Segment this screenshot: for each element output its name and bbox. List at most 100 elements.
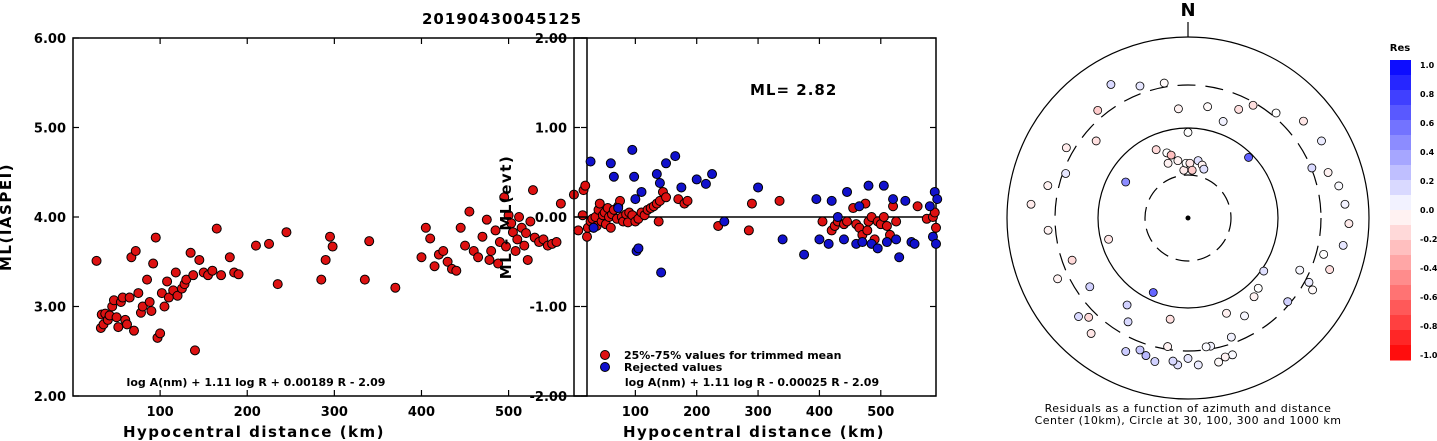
polar-data-point [1141, 351, 1151, 360]
middle-rejected-point [863, 180, 874, 191]
left-data-point [111, 312, 122, 323]
polar-data-point [1067, 255, 1077, 265]
colorbar-cell [1390, 120, 1411, 136]
left-data-point [144, 297, 155, 308]
left-data-point [420, 222, 431, 233]
colorbar-cell [1390, 180, 1411, 196]
middle-rejected-point [838, 234, 849, 245]
polar-data-point [1299, 116, 1308, 126]
middle-rejected-point [691, 174, 702, 185]
left-data-point [181, 274, 192, 285]
polar-data-point [1123, 317, 1133, 327]
polar-data-point [1193, 360, 1203, 370]
middle-rejected-point [814, 234, 825, 245]
polar-data-point [1148, 288, 1158, 297]
colorbar-cells [1390, 60, 1411, 361]
middle-rejected-point [932, 194, 943, 205]
left-data-point [155, 328, 166, 339]
left-data-point [514, 212, 525, 222]
middle-rejected-point [654, 177, 665, 188]
polar-data-point [1135, 81, 1145, 91]
left-data-point [194, 254, 205, 265]
polar-data-point [1151, 145, 1161, 155]
polar-data-point [1308, 285, 1317, 295]
left-data-point [172, 290, 183, 301]
colorbar-cell [1390, 210, 1411, 226]
middle-rejected-point [676, 182, 687, 193]
colorbar-cell [1390, 75, 1411, 91]
polar-data-point [1271, 108, 1281, 118]
polar-data-point [1168, 356, 1178, 366]
left-data-point [555, 198, 566, 209]
left-data-point [122, 319, 133, 330]
middle-y-tick-label: -1.00 [530, 301, 567, 316]
left-x-axis-label: Hypocentral distance (km) [123, 423, 385, 441]
polar-panel: N Residuals as a function of azimuth and… [1006, 0, 1370, 427]
left-formula: log A(nm) + 1.11 log R + 0.00189 R - 2.0… [127, 376, 386, 389]
left-data-point [211, 223, 222, 234]
colorbar-tick-labels: 1.0 0.8 0.6 0.4 0.2 0.0 -0.2 -0.4 -0.6 -0.8 -1.0 [1420, 61, 1437, 360]
colorbar-tick-label: -1.0 [1420, 351, 1437, 360]
left-data-point [216, 270, 227, 281]
middle-rejected-point [854, 201, 865, 212]
colorbar-cell [1390, 135, 1411, 151]
left-data-point [573, 225, 584, 236]
left-data-point [128, 325, 139, 336]
left-data-point [207, 265, 218, 276]
colorbar-cell [1390, 165, 1411, 181]
left-data-point [484, 254, 495, 265]
middle-x-axis-label: Hypocentral distance (km) [623, 423, 885, 441]
left-data-point [582, 231, 592, 242]
middle-rejected-point [613, 203, 624, 214]
left-data-point [233, 269, 244, 280]
polar-data-point [1304, 277, 1314, 287]
middle-trimmed-point [774, 195, 785, 206]
middle-trimmed-point [817, 216, 828, 227]
left-data-point [481, 214, 492, 225]
middle-rejected-point [707, 169, 718, 180]
left-x-tick-label: 100 [147, 405, 174, 420]
polar-data-point [1244, 153, 1253, 162]
left-data-point [486, 246, 497, 257]
polar-caption-line1: Residuals as a function of azimuth and d… [1045, 402, 1332, 415]
middle-y-tick-label: 2.00 [535, 32, 567, 47]
polar-data-point [1093, 106, 1103, 115]
colorbar-tick-label: 0.2 [1420, 177, 1434, 186]
left-data-point [189, 345, 200, 356]
colorbar-title: Res [1390, 43, 1410, 54]
legend-trimmed-label: 25%-75% values for trimmed mean [624, 349, 841, 362]
left-data-point [159, 301, 170, 312]
colorbar-tick-label: -0.6 [1420, 293, 1437, 302]
polar-data-point [1218, 117, 1228, 126]
polar-data-points [1026, 78, 1354, 370]
colorbar-cell [1390, 285, 1411, 301]
left-data-point [327, 241, 338, 252]
left-data-point [521, 228, 532, 239]
middle-panel: 100 200 300 400 500 -2.00 -1.00 0.00 1.00 2.00 ML… [497, 32, 943, 441]
polar-data-point [1135, 345, 1145, 355]
middle-x-tick-label: 100 [622, 405, 649, 420]
polar-data-point [1121, 347, 1131, 356]
polar-data-point [1220, 352, 1230, 362]
legend-rejected-label: Rejected values [624, 361, 723, 374]
middle-rejected-point [799, 249, 810, 260]
left-data-point [185, 247, 196, 258]
left-data-point [512, 234, 523, 245]
polar-data-point [1187, 165, 1197, 175]
colorbar-tick-label: 0.0 [1420, 206, 1435, 215]
left-data-point [451, 265, 462, 276]
middle-trimmed-point [931, 222, 941, 233]
middle-rejected-point [823, 238, 834, 249]
left-data-point [188, 270, 199, 281]
polar-data-point [1159, 78, 1169, 88]
middle-trimmed-point [653, 216, 664, 227]
polar-data-point [1043, 225, 1053, 235]
middle-trimmed-point [891, 216, 902, 227]
left-data-point [477, 231, 488, 242]
polar-data-point [1323, 168, 1333, 177]
middle-trimmed-point [878, 212, 889, 222]
polar-data-point [1183, 127, 1193, 137]
left-data-point [580, 180, 591, 191]
left-data-point [146, 305, 157, 316]
middle-trimmed-point [743, 225, 754, 236]
